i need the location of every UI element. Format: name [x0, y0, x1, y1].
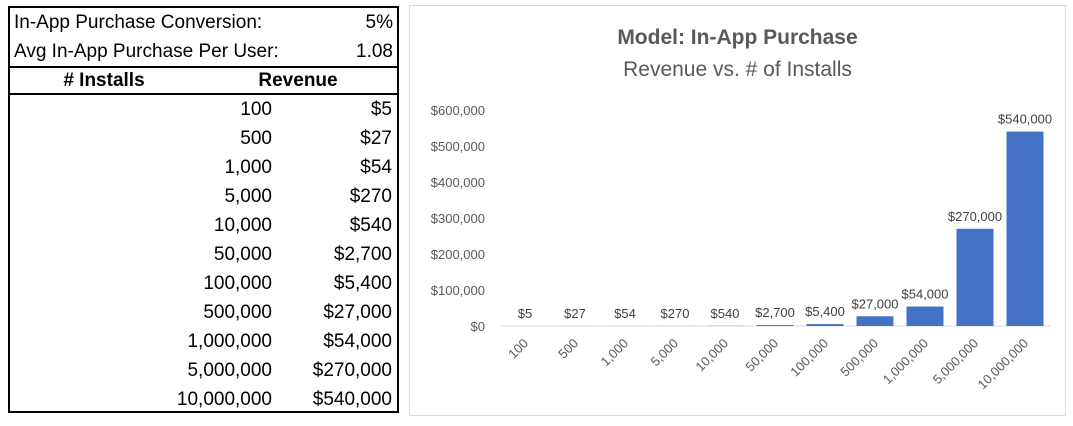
- cell-revenue: $5,400: [333, 273, 392, 295]
- x-tick-label: 100: [505, 336, 531, 362]
- cell-installs: 10,000,000: [176, 389, 272, 411]
- x-tick-label: 500,000: [837, 336, 881, 380]
- bar: [856, 316, 894, 326]
- cell-revenue: $540: [349, 214, 392, 236]
- bar: [756, 325, 794, 326]
- table-row: 1,000 $54: [10, 153, 397, 182]
- chart-subtitle: Revenue vs. # of Installs: [623, 58, 852, 81]
- table-header: # Installs Revenue: [10, 66, 397, 95]
- column-header-revenue: Revenue: [258, 69, 338, 91]
- table-row: 10,000,000 $540,000: [10, 386, 397, 415]
- param-value: 1.08: [356, 40, 393, 62]
- table-row: 10,000 $540: [10, 211, 397, 240]
- x-tick-label: 50,000: [742, 336, 781, 375]
- param-row-conversion: In-App Purchase Conversion: 5%: [10, 8, 397, 37]
- y-tick-label: $600,000: [431, 103, 485, 118]
- table-row: 1,000,000 $54,000: [10, 328, 397, 357]
- y-tick-label: $300,000: [431, 211, 485, 226]
- cell-revenue: $54,000: [323, 331, 392, 353]
- bar: [1006, 131, 1044, 326]
- x-tick-label: 1,000: [598, 336, 632, 370]
- cell-installs: 100: [240, 98, 272, 120]
- table-row: 5,000 $270: [10, 182, 397, 211]
- param-label: In-App Purchase Conversion:: [14, 11, 263, 33]
- cell-revenue: $27: [360, 127, 392, 149]
- y-tick-label: $500,000: [431, 139, 485, 154]
- table-body: 100 $5 500 $27 1,000 $54 5,000 $270 10,000 $5…: [10, 95, 397, 415]
- param-value: 5%: [365, 11, 393, 33]
- y-tick-label: $200,000: [431, 247, 485, 262]
- cell-revenue: $270,000: [312, 360, 392, 382]
- bar-chart: $0 $100,000 $200,000 $300,000 $400,000 $500,0…: [431, 103, 1052, 393]
- table-row: 500 $27: [10, 124, 397, 153]
- cell-revenue: $540,000: [312, 389, 392, 411]
- bar: [906, 306, 944, 326]
- table-row: 500,000 $27,000: [10, 299, 397, 328]
- cell-installs: 1,000,000: [187, 331, 272, 353]
- data-label: $270: [661, 306, 690, 321]
- data-label: $27,000: [852, 296, 899, 311]
- cell-installs: 100,000: [203, 273, 272, 295]
- y-tick-label: $0: [471, 319, 485, 334]
- data-label: $270,000: [948, 209, 1002, 224]
- table-row: 50,000 $2,700: [10, 240, 397, 269]
- cell-installs: 500,000: [203, 302, 272, 324]
- x-tick-label: 500: [555, 336, 581, 362]
- cell-installs: 5,000,000: [187, 360, 272, 382]
- data-label: $5: [518, 306, 532, 321]
- bar: [956, 228, 994, 326]
- cell-revenue: $54: [360, 156, 392, 178]
- bar: [806, 324, 844, 326]
- data-label: $540: [711, 306, 740, 321]
- x-tick-label: 10,000: [692, 336, 731, 375]
- table-row: 100,000 $5,400: [10, 270, 397, 299]
- y-tick-label: $100,000: [431, 283, 485, 298]
- table-row: 100 $5: [10, 95, 397, 124]
- x-tick-label: 5,000: [648, 336, 682, 370]
- chart-title: Model: In-App Purchase: [617, 26, 858, 49]
- data-label: $2,700: [755, 305, 795, 320]
- cell-revenue: $2,700: [333, 244, 392, 266]
- data-label: $54,000: [902, 287, 949, 302]
- column-header-installs: # Installs: [63, 69, 145, 91]
- cell-revenue: $27,000: [323, 302, 392, 324]
- cell-installs: 500: [240, 127, 272, 149]
- spreadsheet-table: In-App Purchase Conversion: 5% Avg In-Ap…: [8, 6, 399, 413]
- x-tick-label: 5,000,000: [930, 336, 982, 388]
- chart-panel[interactable]: Model: In-App Purchase Revenue vs. # of …: [409, 5, 1066, 416]
- x-tick-label: 100,000: [787, 336, 831, 380]
- table-row: 5,000,000 $270,000: [10, 357, 397, 386]
- x-tick-label: 10,000,000: [974, 336, 1031, 393]
- param-label: Avg In-App Purchase Per User:: [14, 40, 279, 62]
- data-label: $54: [614, 306, 636, 321]
- data-label: $27: [564, 306, 586, 321]
- data-label: $5,400: [805, 304, 845, 319]
- cell-revenue: $5: [370, 98, 392, 120]
- cell-installs: 1,000: [224, 156, 272, 178]
- cell-revenue: $270: [349, 185, 392, 207]
- param-row-avg-purchase: Avg In-App Purchase Per User: 1.08: [10, 37, 397, 66]
- x-tick-label: 1,000,000: [880, 336, 932, 388]
- cell-installs: 50,000: [213, 244, 272, 266]
- y-tick-label: $400,000: [431, 175, 485, 190]
- data-label: $540,000: [998, 112, 1052, 127]
- cell-installs: 5,000: [224, 185, 272, 207]
- cell-installs: 10,000: [213, 214, 272, 236]
